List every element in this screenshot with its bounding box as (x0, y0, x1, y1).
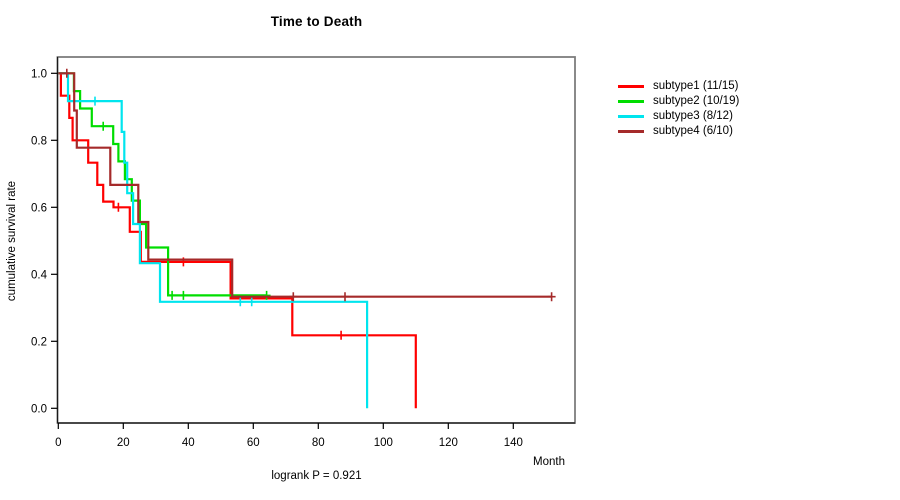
legend-label: subtype4 (6/10) (653, 125, 733, 137)
legend-label: subtype3 (8/12) (653, 110, 733, 122)
x-tick-label: 40 (182, 437, 195, 449)
censor-mark (262, 290, 271, 300)
censor-mark (341, 292, 349, 302)
legend-item-subtype2: subtype2 (10/19) (618, 94, 739, 109)
y-tick-label: 0.0 (31, 403, 47, 415)
legend-label: subtype1 (11/15) (653, 80, 739, 92)
x-tick-label: 80 (312, 437, 325, 449)
km-curve-2 (58, 72, 267, 297)
plot-box (56, 56, 576, 424)
y-tick-label: 0.2 (31, 336, 47, 348)
legend-item-subtype1: subtype1 (11/15) (618, 79, 739, 94)
censor-mark (289, 292, 298, 302)
x-tick-label: 140 (504, 437, 523, 449)
legend-label: subtype2 (10/19) (653, 95, 740, 107)
legend-item-subtype3: subtype3 (8/12) (618, 109, 739, 124)
censor-mark (337, 330, 346, 340)
km-curve-1 (58, 72, 417, 409)
x-tick-label: 60 (247, 437, 260, 449)
y-tick-label: 1.0 (31, 68, 47, 80)
censor-mark (114, 202, 123, 212)
censor-mark (62, 68, 71, 78)
censor-mark (99, 121, 108, 131)
y-axis-label: cumulative survival rate (6, 180, 18, 302)
km-curve-4 (58, 72, 553, 298)
censor-mark (547, 292, 556, 302)
legend-swatch-line (618, 100, 644, 103)
censor-mark (179, 290, 188, 300)
legend-swatch-line (618, 85, 644, 88)
x-tick-label: 100 (374, 437, 393, 449)
chart-title: Time to Death (270, 14, 363, 29)
censor-mark (247, 297, 256, 307)
legend-swatch-line (618, 130, 644, 133)
y-tick-label: 0.6 (31, 202, 47, 214)
censor-mark (236, 297, 245, 307)
censor-mark (91, 96, 99, 106)
x-axis-label: Month (533, 456, 565, 468)
legend-item-subtype4: subtype4 (6/10) (618, 124, 739, 139)
censor-mark (168, 290, 177, 300)
legend: subtype1 (11/15) subtype2 (10/19) subtype3… (618, 79, 739, 139)
logrank-annotation: logrank P = 0.921 (271, 470, 362, 482)
x-tick-label: 20 (117, 437, 130, 449)
x-tick-label: 120 (439, 437, 458, 449)
legend-swatch-line (618, 115, 644, 118)
x-tick-label: 0 (55, 437, 61, 449)
y-tick-label: 0.4 (31, 269, 48, 281)
y-tick-label: 0.8 (31, 135, 47, 147)
km-curve-3 (58, 72, 369, 409)
